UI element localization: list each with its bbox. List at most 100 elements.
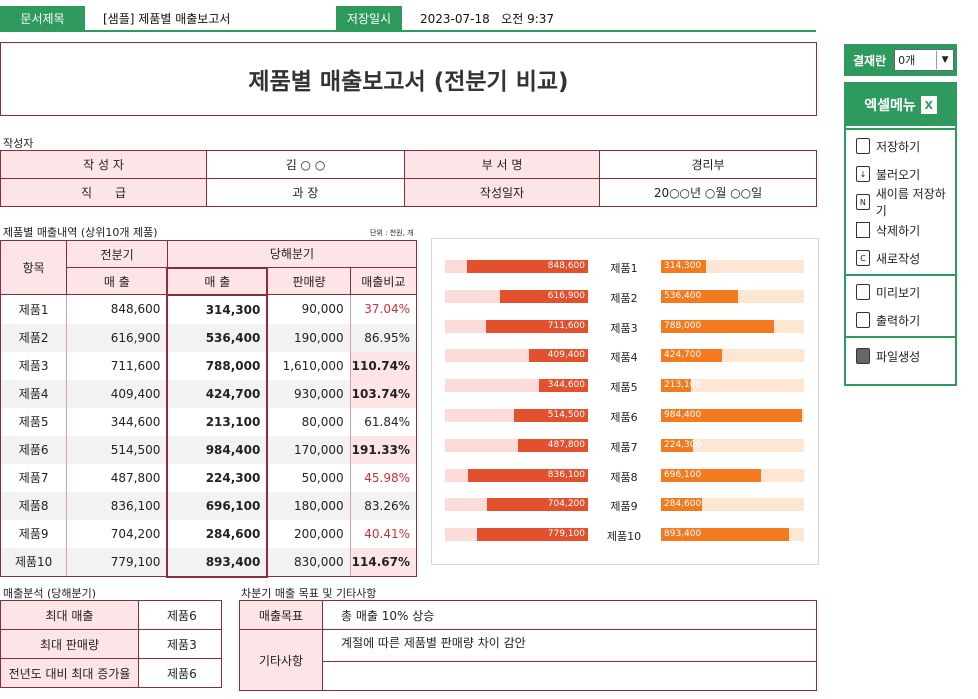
row-compare[interactable]: 45.98%: [350, 463, 418, 492]
row-qty[interactable]: 1,610,000: [267, 351, 351, 380]
chevron-down-icon[interactable]: ▼: [936, 51, 953, 69]
row-compare[interactable]: 37.04%: [350, 294, 418, 324]
save-button-label: 저장하기: [876, 139, 921, 154]
row-prev-sales[interactable]: 779,100: [66, 547, 168, 577]
curr-bar: 213,100: [661, 379, 701, 393]
target-value[interactable]: 총 매출 10% 상승: [322, 600, 817, 630]
category-label: 제품7: [610, 440, 638, 454]
row-compare[interactable]: 61.84%: [350, 407, 418, 436]
print-button[interactable]: 출력하기: [846, 306, 955, 334]
table-row: 제품5 344,600 213,100 80,000 61.84%: [0, 407, 418, 436]
row-prev-sales[interactable]: 514,500: [66, 435, 168, 464]
save-date-value: 2023-07-18 오전 9:37: [420, 11, 555, 26]
category-label: 제품1: [610, 262, 638, 275]
row-item[interactable]: 제품1: [0, 294, 68, 324]
row-prev-sales[interactable]: 344,600: [66, 407, 168, 436]
etc-extra[interactable]: [322, 661, 817, 691]
row-qty[interactable]: 190,000: [267, 323, 351, 352]
author-table: 작 성 자 김 ○ ○ 부 서 명 경리부 직 급 과 장 작성일자 20○○년…: [0, 150, 817, 207]
row-prev-sales[interactable]: 409,400: [66, 379, 168, 408]
analysis-label: 전년도 대비 최대 증가율: [0, 658, 139, 688]
row-prev-sales[interactable]: 848,600: [66, 294, 168, 324]
row-compare[interactable]: 103.74%: [350, 379, 418, 408]
row-prev-sales[interactable]: 487,800: [66, 463, 168, 492]
row-item[interactable]: 제품4: [0, 379, 68, 408]
row-prev-sales[interactable]: 711,600: [66, 351, 168, 380]
position-value[interactable]: 과 장: [206, 178, 405, 207]
row-qty[interactable]: 50,000: [267, 463, 351, 492]
approval-bar: 결재란 0개 ▼: [844, 44, 957, 76]
row-item[interactable]: 제품10: [0, 547, 68, 577]
row-qty[interactable]: 200,000: [267, 519, 351, 548]
new-document-icon: C: [856, 250, 870, 266]
print-button-label: 출력하기: [876, 313, 921, 328]
row-curr-sales[interactable]: 314,300: [166, 294, 269, 324]
date-label: 작성일자: [404, 178, 600, 207]
prev-bar: 616,900: [500, 289, 588, 303]
row-item[interactable]: 제품2: [0, 323, 68, 352]
row-prev-sales[interactable]: 616,900: [66, 323, 168, 352]
delete-button[interactable]: 삭제하기: [846, 216, 955, 244]
row-item[interactable]: 제품7: [0, 463, 68, 492]
table-row: 제품9 704,200 284,600 200,000 40.41%: [0, 519, 418, 548]
prev-bar: 836,100: [468, 468, 588, 482]
row-curr-sales[interactable]: 984,400: [166, 435, 269, 464]
save-button[interactable]: 저장하기: [846, 132, 955, 160]
row-qty[interactable]: 170,000: [267, 435, 351, 464]
dept-value[interactable]: 경리부: [599, 150, 817, 179]
excel-menu-panel: 엑셀메뉴 X 저장하기 ↓ 불러오기 N 새이름 저장하기 삭제하기 C 새로작성 미…: [844, 82, 957, 386]
approval-select[interactable]: 0개 ▼: [894, 49, 955, 71]
preview-button[interactable]: 미리보기: [846, 278, 955, 306]
prev-bar: 514,500: [514, 409, 588, 422]
row-curr-sales[interactable]: 893,400: [166, 547, 269, 578]
row-qty[interactable]: 80,000: [267, 407, 351, 436]
analysis-value[interactable]: 제품6: [138, 600, 222, 630]
row-item[interactable]: 제품9: [0, 519, 68, 548]
doc-title-tag: 문서제목: [0, 6, 85, 30]
row-compare[interactable]: 86.95%: [350, 323, 418, 352]
row-compare[interactable]: 110.74%: [350, 351, 418, 380]
row-compare[interactable]: 83.26%: [350, 491, 418, 520]
category-label: 제품4: [610, 351, 638, 365]
table-row: 제품4 409,400 424,700 930,000 103.74%: [0, 379, 418, 408]
row-item[interactable]: 제품8: [0, 491, 68, 520]
analysis-value[interactable]: 제품6: [138, 658, 222, 688]
date-value[interactable]: 20○○년 ○월 ○○일: [599, 178, 817, 207]
save-as-button[interactable]: N 새이름 저장하기: [846, 187, 955, 218]
trash-icon: [856, 222, 870, 238]
save-date-tag: 저장일시: [336, 6, 402, 30]
row-qty[interactable]: 90,000: [267, 294, 351, 324]
table-row: 제품3 711,600 788,000 1,610,000 110.74%: [0, 351, 418, 380]
new-button[interactable]: C 새로작성: [846, 244, 955, 272]
curr-bar: 984,400: [661, 409, 802, 422]
row-compare[interactable]: 40.41%: [350, 519, 418, 548]
row-compare[interactable]: 114.67%: [350, 547, 418, 577]
curr-bar: 536,400: [661, 289, 738, 303]
row-qty[interactable]: 830,000: [267, 547, 351, 577]
row-qty[interactable]: 930,000: [267, 379, 351, 408]
author-value[interactable]: 김 ○ ○: [206, 150, 405, 179]
row-prev-sales[interactable]: 704,200: [66, 519, 168, 548]
row-curr-sales[interactable]: 696,100: [166, 491, 269, 520]
row-qty[interactable]: 180,000: [267, 491, 351, 520]
col-qty: 판매량: [266, 267, 351, 295]
row-item[interactable]: 제품6: [0, 435, 68, 464]
excel-menu-header: 엑셀메뉴 X: [846, 84, 955, 126]
category-label: 제품10: [606, 530, 642, 544]
row-curr-sales[interactable]: 536,400: [166, 323, 269, 352]
row-prev-sales[interactable]: 836,100: [66, 491, 168, 520]
analysis-value[interactable]: 제품3: [138, 629, 222, 659]
category-label: 제품8: [610, 470, 638, 484]
row-curr-sales[interactable]: 284,600: [166, 519, 269, 548]
col-item: 항목: [0, 240, 68, 295]
row-curr-sales[interactable]: 788,000: [166, 351, 269, 380]
row-curr-sales[interactable]: 213,100: [166, 407, 269, 436]
create-file-button[interactable]: 파일생성: [846, 342, 955, 370]
row-item[interactable]: 제품3: [0, 351, 68, 380]
row-curr-sales[interactable]: 424,700: [166, 379, 269, 408]
load-button[interactable]: ↓ 불러오기: [846, 160, 955, 188]
row-item[interactable]: 제품5: [0, 407, 68, 436]
etc-value[interactable]: 계절에 따른 제품별 판매량 차이 감안: [322, 629, 817, 662]
row-curr-sales[interactable]: 224,300: [166, 463, 269, 492]
row-compare[interactable]: 191.33%: [350, 435, 418, 464]
